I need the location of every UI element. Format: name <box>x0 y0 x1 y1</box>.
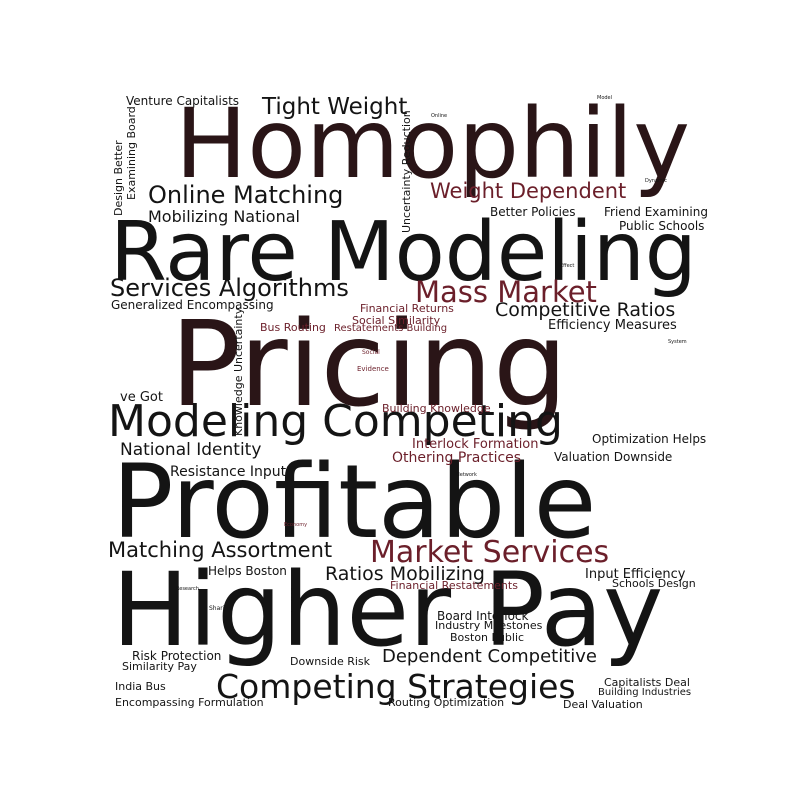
word-building-industries: Building Industries <box>598 687 692 698</box>
word-design-better: Design Better <box>112 140 125 216</box>
word-optimization-helps: Optimization Helps <box>592 432 707 446</box>
word-financial-returns: Financial Returns <box>360 302 454 315</box>
word-sharing: Sharing <box>209 605 233 612</box>
word-encompassing-formulation: Encompassing Formulation <box>115 696 264 709</box>
word-interlock-formation: Interlock Formation <box>412 437 539 452</box>
word-downside-risk: Downside Risk <box>290 655 371 668</box>
word-helps-boston: Helps Boston <box>208 564 287 578</box>
word-restatements-building: Restatements Building <box>334 323 448 334</box>
word-matching-assortment: Matching Assortment <box>108 538 333 562</box>
word-board-interlock: Board Interlock <box>437 609 529 623</box>
word-knowledge-uncertainty: Knowledge Uncertainty <box>232 307 245 436</box>
word-better-policies: Better Policies <box>490 205 576 219</box>
word-system: System <box>668 339 687 345</box>
word-financial-restatements: Financial Restatements <box>390 579 518 592</box>
word-homophily: Homophily <box>175 88 691 200</box>
word-services-algorithms: Services Algorithms <box>110 274 349 302</box>
word-public-schools: Public Schools <box>619 219 705 233</box>
word-national-identity: National Identity <box>120 440 262 460</box>
word-modeling-competing: Modeling Competing <box>108 396 563 447</box>
word-generalized-encompassing: Generalized Encompassing <box>111 298 274 312</box>
word-online-matching: Online Matching <box>148 181 344 209</box>
word-input-efficiency: Input Efficiency <box>585 567 686 582</box>
word-examining-board: Examining Board <box>125 106 138 200</box>
word-industry-milestones: Industry Milestones <box>435 619 543 632</box>
word-network: Network <box>456 472 477 478</box>
word-research: Research <box>176 586 199 592</box>
word-economy: Economy <box>284 522 308 528</box>
word-social: Social <box>362 349 380 356</box>
word-profitable: Profitable <box>112 443 597 562</box>
word-pricing: Pricing <box>170 295 568 433</box>
word-similarity-pay: Similarity Pay <box>122 660 197 673</box>
word-weight-dependent: Weight Dependent <box>430 179 627 203</box>
word-higher-pay: Higher Pay <box>112 551 664 670</box>
word-competing-strategies: Competing Strategies <box>216 667 576 706</box>
word-rare-modeling: Rare Modeling <box>110 205 697 300</box>
word-evidence: Evidence <box>357 365 389 373</box>
word-boston-public: Boston Public <box>450 631 525 644</box>
word-india-bus: India Bus <box>115 680 166 693</box>
word-building-knowledge: Building Knowledge <box>382 402 491 415</box>
word-resistance-input: Resistance Input <box>170 464 287 480</box>
word-model: Model <box>597 95 613 101</box>
word-mass-market: Mass Market <box>415 275 597 309</box>
word-social-similarity: Social Similarity <box>352 314 441 327</box>
word-othering-practices: Othering Practices <box>392 450 522 466</box>
word-market-services: Market Services <box>370 535 610 570</box>
word-deal-valuation: Deal Valuation <box>563 698 643 711</box>
word-competitive-ratios: Competitive Ratios <box>495 299 676 321</box>
word-routing-optimization: Routing Optimization <box>388 696 505 709</box>
word-dynamic: Dynamic <box>645 178 668 184</box>
word-mobilizing-national: Mobilizing National <box>148 207 300 226</box>
word-bus-routing: Bus Routing <box>260 321 326 334</box>
word-uncertainty-reduction: Uncertainty Reduction <box>400 110 413 233</box>
word-effect: Effect <box>560 263 575 269</box>
word-ve-got: ve Got <box>120 390 163 405</box>
word-venture-capitalists: Venture Capitalists <box>126 94 240 108</box>
word-valuation-downside: Valuation Downside <box>554 450 673 464</box>
word-online: Online <box>431 113 448 119</box>
word-capitalists-deal: Capitalists Deal <box>604 676 690 689</box>
word-ratios-mobilizing: Ratios Mobilizing <box>325 563 485 585</box>
word-risk-protection: Risk Protection <box>132 649 222 663</box>
word-efficiency-measures: Efficiency Measures <box>548 318 677 333</box>
word-dependent-competitive: Dependent Competitive <box>382 646 597 667</box>
word-schools-design: Schools Design <box>612 577 696 590</box>
word-friend-examining: Friend Examining <box>604 205 708 219</box>
word-tight-weight: Tight Weight <box>262 94 408 120</box>
